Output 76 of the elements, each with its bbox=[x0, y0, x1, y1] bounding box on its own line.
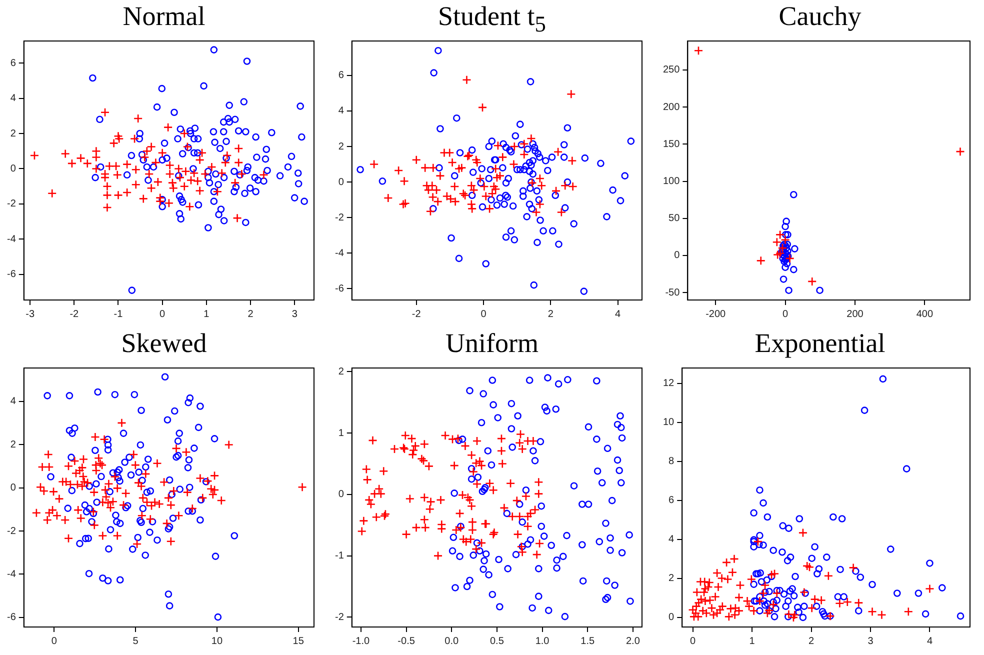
y-tick-label: -2 bbox=[6, 526, 16, 537]
y-tick-label: 250 bbox=[662, 64, 680, 76]
y-tick-label: -2 bbox=[334, 212, 344, 224]
y-tick-label: 0 bbox=[668, 612, 675, 624]
x-tick-label: 5 bbox=[132, 636, 139, 647]
y-tick-label: 10 bbox=[663, 417, 675, 428]
x-tick-label: 2 bbox=[808, 636, 814, 647]
y-tick-label: 2 bbox=[10, 128, 16, 140]
x-tick-label: 10 bbox=[211, 636, 223, 647]
y-tick-label: 2 bbox=[338, 366, 344, 378]
y-tick-label: -6 bbox=[6, 612, 16, 624]
x-tick-label: 1 bbox=[749, 636, 756, 647]
x-tick-label: 200 bbox=[846, 308, 864, 320]
x-tick-label: -0.5 bbox=[398, 636, 416, 647]
x-tick-label: 3 bbox=[292, 308, 298, 320]
x-tick-label: 0 bbox=[160, 308, 166, 320]
x-tick-label: -2 bbox=[412, 308, 422, 320]
y-tick-label: 50 bbox=[668, 213, 680, 224]
x-tick-label: 400 bbox=[916, 308, 934, 320]
y-tick-label: 2 bbox=[10, 439, 16, 450]
y-tick-label: 6 bbox=[10, 58, 16, 69]
y-tick-label: 4 bbox=[10, 93, 16, 104]
chart-title: Cauchy bbox=[778, 0, 862, 32]
x-tick-label: 3 bbox=[868, 636, 874, 647]
y-tick-label: 0 bbox=[338, 176, 344, 188]
y-tick-label: 100 bbox=[662, 176, 680, 188]
y-tick-label: -4 bbox=[334, 248, 344, 259]
x-tick-label: -1 bbox=[114, 308, 124, 320]
x-tick-label: 0 bbox=[51, 636, 58, 647]
y-tick-label: 2 bbox=[338, 141, 344, 152]
y-tick-label: -50 bbox=[665, 287, 680, 298]
x-tick-label: 1.0 bbox=[535, 636, 550, 647]
x-tick-label: -2 bbox=[70, 308, 80, 320]
y-tick-label: 1 bbox=[338, 428, 344, 439]
y-tick-label: 200 bbox=[662, 102, 680, 113]
chart-title: Skewed bbox=[121, 327, 207, 359]
y-tick-label: -2 bbox=[6, 198, 16, 210]
x-tick-label: 2 bbox=[248, 308, 254, 320]
x-tick-label: 4 bbox=[615, 308, 622, 320]
chart-title: Normal bbox=[122, 0, 206, 32]
chart-title: Student t$_{5}$ bbox=[438, 0, 546, 36]
x-tick-label: -1.0 bbox=[352, 636, 370, 647]
x-tick-label: 0.0 bbox=[444, 636, 460, 647]
y-tick-label: 4 bbox=[668, 534, 675, 546]
x-tick-label: 0.5 bbox=[490, 636, 504, 647]
y-tick-label: -4 bbox=[6, 234, 16, 245]
x-tick-label: -200 bbox=[706, 308, 726, 320]
x-tick-label: 0 bbox=[480, 308, 487, 320]
y-tick-label: -6 bbox=[334, 283, 344, 294]
x-tick-label: 2.0 bbox=[626, 636, 640, 647]
y-tick-label: -1 bbox=[334, 550, 344, 562]
x-tick-label: 0 bbox=[690, 636, 696, 647]
x-tick-label: 0 bbox=[782, 308, 788, 320]
y-tick-label: 12 bbox=[663, 378, 675, 390]
chart-title: Uniform bbox=[446, 327, 538, 359]
y-tick-label: 8 bbox=[668, 456, 675, 468]
y-tick-label: 6 bbox=[338, 70, 344, 82]
x-tick-label: 1 bbox=[204, 308, 210, 320]
y-tick-label: 0 bbox=[10, 482, 16, 494]
chart-title: Exponential bbox=[754, 327, 886, 359]
x-tick-label: 4 bbox=[926, 636, 933, 647]
y-tick-label: 0 bbox=[338, 489, 344, 500]
x-tick-label: 2 bbox=[548, 308, 554, 320]
y-tick-label: 6 bbox=[668, 495, 675, 506]
y-tick-label: 4 bbox=[338, 106, 344, 117]
y-tick-label: 150 bbox=[662, 138, 680, 150]
x-tick-label: 1.5 bbox=[580, 636, 595, 647]
y-tick-label: -6 bbox=[6, 269, 16, 280]
x-tick-label: -3 bbox=[26, 308, 35, 320]
y-tick-label: 4 bbox=[10, 396, 16, 408]
y-tick-label: -2 bbox=[334, 612, 344, 623]
y-tick-label: 0 bbox=[674, 250, 680, 262]
y-tick-label: 0 bbox=[10, 163, 16, 174]
x-tick-label: 15 bbox=[292, 636, 304, 647]
y-tick-label: -4 bbox=[6, 569, 16, 580]
y-tick-label: 2 bbox=[668, 573, 675, 584]
